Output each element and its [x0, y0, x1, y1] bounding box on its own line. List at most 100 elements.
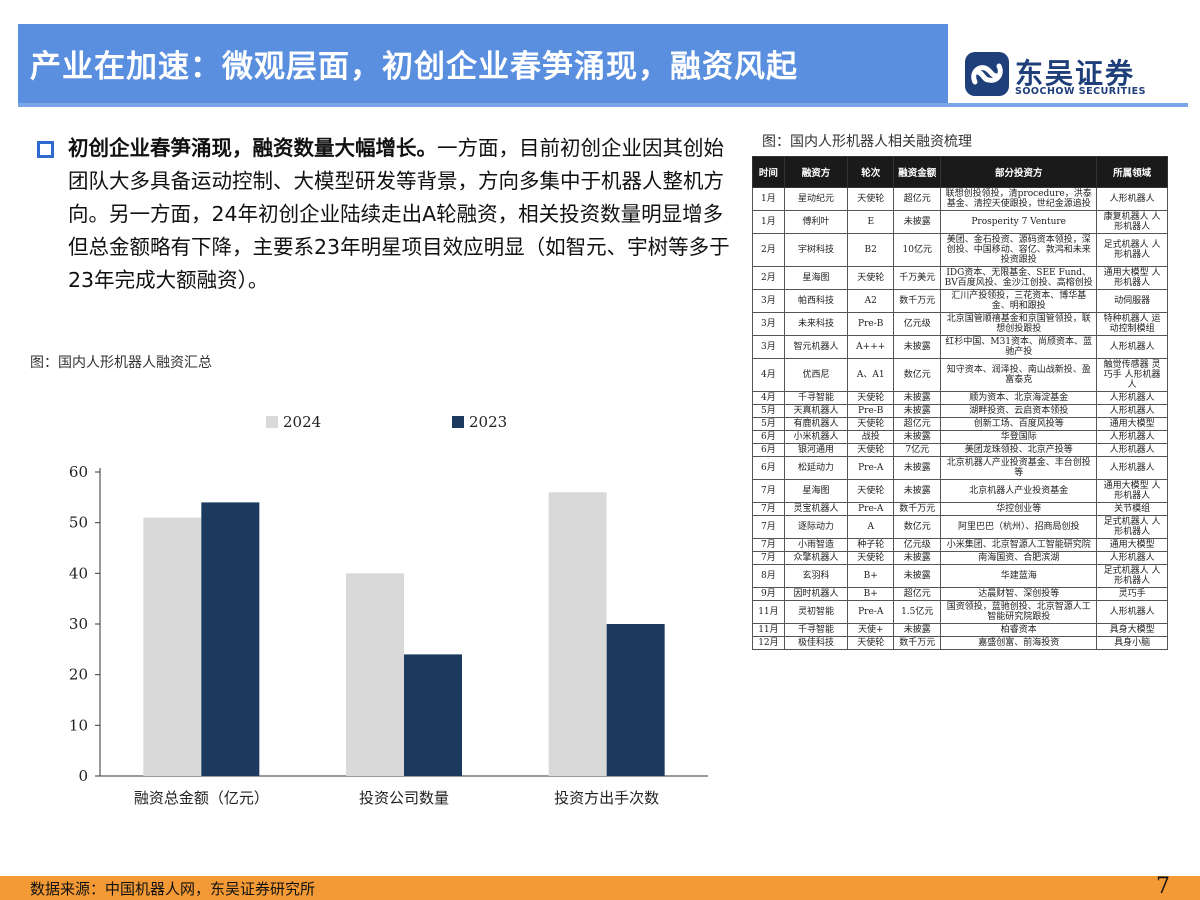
- table-cell: 2月: [752, 233, 785, 267]
- table-cell: 通用大模型 人形机器人: [1096, 479, 1168, 503]
- table-cell: 1月: [752, 187, 785, 211]
- x-tick-label: 投资公司数量: [359, 789, 449, 807]
- table-cell: 关节模组: [1096, 502, 1168, 516]
- financing-bar-chart: 0 10 20 30 40 50 60 融资总金额（亿元） 投资公司数量 投资方出手次数 2024 2…: [69, 413, 708, 807]
- table-cell: A2: [847, 289, 895, 313]
- table-cell: 联想创投领投，清procedure，洪泰基金、清控天使跟投，世纪金源追投: [940, 187, 1098, 211]
- table-cell: 星动纪元: [783, 187, 849, 211]
- table-row: 7月 众擎机器人 天使轮 未披露 南海国资、合肥滨湖 人形机器人: [752, 551, 1168, 565]
- table-cell: 未披露: [893, 623, 942, 637]
- table-cell: 人形机器人: [1096, 430, 1168, 444]
- table-cell: 5月: [752, 417, 785, 431]
- table-cell: 11月: [752, 623, 785, 637]
- table-cell: 银河通用: [783, 443, 849, 457]
- bar-2023-0: [201, 502, 260, 776]
- table-cell: 天真机器人: [783, 404, 849, 418]
- bar-2023-2: [606, 624, 665, 776]
- table-cell: 极佳科技: [783, 636, 849, 650]
- table-cell: A+++: [847, 335, 895, 359]
- table-cell: Pre-A: [847, 456, 895, 480]
- table-cell: 天使轮: [847, 391, 895, 405]
- table-cell: 4月: [752, 391, 785, 405]
- table-row: 9月 因时机器人 B+ 超亿元 达晨财智、深创投等 灵巧手: [752, 587, 1168, 601]
- table-cell: 7亿元: [893, 443, 942, 457]
- table-cell: 通用大模型 人形机器人: [1096, 266, 1168, 290]
- table-cell: 7月: [752, 502, 785, 516]
- legend-swatch-2024: [266, 416, 278, 428]
- table-row: 7月 小雨智造 种子轮 亿元级 小米集团、北京智源人工智能研究院 通用大模型: [752, 538, 1168, 552]
- table-cell: 特种机器人 运动控制模组: [1096, 312, 1168, 336]
- body-text: 一方面，目前初创企业因其创始团队大多具备运动控制、大模型研发等背景，方向多集中于…: [68, 136, 730, 292]
- table-cell: 达晨财智、深创投等: [940, 587, 1098, 601]
- legend-label-2023: 2023: [469, 413, 507, 431]
- table-cell: 星海图: [783, 479, 849, 503]
- table-cell: 北京机器人产业投资基金、丰台创投等: [940, 456, 1098, 480]
- table-cell: 数千万元: [893, 289, 942, 313]
- table-cell: 松延动力: [783, 456, 849, 480]
- table-cell: 南海国资、合肥滨湖: [940, 551, 1098, 565]
- table-cell: 因时机器人: [783, 587, 849, 601]
- table-cell: 超亿元: [893, 587, 942, 601]
- bar-2024-2: [548, 492, 607, 776]
- table-row: 5月 天真机器人 Pre-B 未披露 湖畔投资、云启资本领投 人形机器人: [752, 404, 1168, 418]
- table-cell: 灵巧手: [1096, 587, 1168, 601]
- table-cell: 未披露: [893, 404, 942, 418]
- table-cell: 人形机器人: [1096, 187, 1168, 211]
- table-cell: 千寻智能: [783, 391, 849, 405]
- table-cell: 天使轮: [847, 187, 895, 211]
- table-cell: 小米机器人: [783, 430, 849, 444]
- table-cell: 6月: [752, 430, 785, 444]
- table-row: 7月 星海图 天使轮 未披露 北京机器人产业投资基金 通用大模型 人形机器人: [752, 479, 1168, 503]
- table-cell: 1.5亿元: [893, 600, 942, 624]
- table-cell: 亿元级: [893, 312, 942, 336]
- x-tick-label: 投资方出手次数: [554, 789, 659, 807]
- table-cell: 未来科技: [783, 312, 849, 336]
- table-row: 2月 宇树科技 B2 10亿元 美团、金石投资、源码资本领投，深创投、中国移动、容亿、敦…: [752, 233, 1168, 267]
- table-cell: 华控创业等: [940, 502, 1098, 516]
- table-cell: 未披露: [893, 551, 942, 565]
- table-header-cell: 部分投资方: [940, 156, 1098, 188]
- table-cell: 灵宝机器人: [783, 502, 849, 516]
- table-cell: 星海图: [783, 266, 849, 290]
- table-cell: 12月: [752, 636, 785, 650]
- brand-logo: 东吴证券 SOOCHOW SECURITIES: [965, 50, 1195, 100]
- table-cell: 美团、金石投资、源码资本领投，深创投、中国移动、容亿、敦鸿和未来投资跟投: [940, 233, 1098, 267]
- table-cell: 康复机器人 人形机器人: [1096, 210, 1168, 234]
- table-cell: 天使轮: [847, 266, 895, 290]
- table-cell: 人形机器人: [1096, 391, 1168, 405]
- table-cell: 4月: [752, 358, 785, 392]
- table-cell: 触觉传感器 灵巧手 人形机器人: [1096, 358, 1168, 392]
- table-cell: A、A1: [847, 358, 895, 392]
- body-paragraph: 初创企业春笋涌现，融资数量大幅增长。一方面，目前初创企业因其创始团队大多具备运动…: [68, 132, 733, 297]
- table-cell: 华建蓝海: [940, 564, 1098, 588]
- table-cell: 3月: [752, 312, 785, 336]
- table-cell: 国资领投，蓝驰创投、北京智源人工智能研究院跟投: [940, 600, 1098, 624]
- table-cell: 未披露: [893, 391, 942, 405]
- table-row: 12月 极佳科技 天使轮 数千万元 嘉盛创富、前海投资 具身小脑: [752, 636, 1168, 650]
- table-cell: B2: [847, 233, 895, 267]
- table-cell: 1月: [752, 210, 785, 234]
- table-row: 6月 松延动力 Pre-A 未披露 北京机器人产业投资基金、丰台创投等 人形机器人: [752, 456, 1168, 480]
- table-cell: 小米集团、北京智源人工智能研究院: [940, 538, 1098, 552]
- table-cell: 北京国管顺禧基金和京国管领投，联想创投跟投: [940, 312, 1098, 336]
- table-cell: 未披露: [893, 335, 942, 359]
- table-cell: 数千万元: [893, 636, 942, 650]
- table-cell: 6月: [752, 456, 785, 480]
- table-cell: 天使轮: [847, 417, 895, 431]
- table-cell: 人形机器人: [1096, 404, 1168, 418]
- table-header-cell: 融资方: [783, 156, 849, 188]
- table-cell: 10亿元: [893, 233, 942, 267]
- table-row: 11月 灵初智能 Pre-A 1.5亿元 国资领投，蓝驰创投、北京智源人工智能研究院跟投…: [752, 600, 1168, 624]
- table-cell: 未披露: [893, 210, 942, 234]
- table-cell: B+: [847, 587, 895, 601]
- y-tick-label: 60: [69, 463, 88, 481]
- table-cell: 嘉盛创富、前海投资: [940, 636, 1098, 650]
- table-cell: 众擎机器人: [783, 551, 849, 565]
- chart-caption: 图：国内人形机器人融资汇总: [30, 355, 212, 371]
- table-cell: Prosperity 7 Venture: [940, 210, 1098, 234]
- table-row: 4月 千寻智能 天使轮 未披露 顺为资本、北京海淀基金 人形机器人: [752, 391, 1168, 405]
- page-number: 7: [1156, 874, 1170, 899]
- table-cell: 傅利叶: [783, 210, 849, 234]
- table-cell: 2月: [752, 266, 785, 290]
- table-cell: 天使轮: [847, 479, 895, 503]
